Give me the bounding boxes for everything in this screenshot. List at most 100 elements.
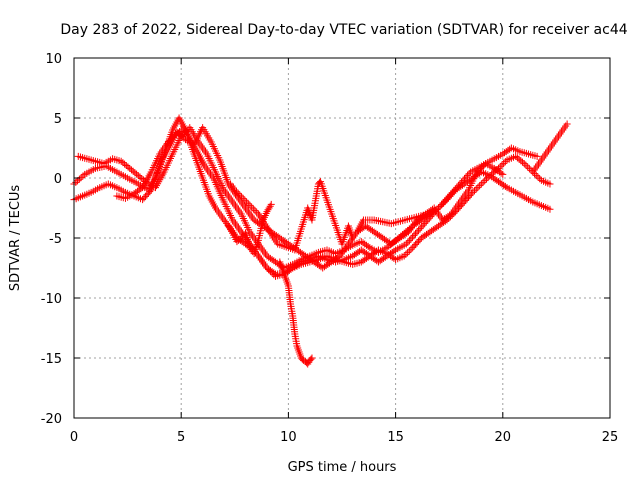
data-point [180, 134, 188, 142]
data-point [146, 188, 154, 196]
data-point [498, 161, 506, 169]
data-point [133, 170, 141, 178]
series-isolated [227, 178, 432, 254]
data-point [413, 239, 421, 247]
data-point [141, 192, 149, 200]
data-point [308, 354, 316, 362]
y-tick-label: -20 [41, 412, 62, 427]
data-point [383, 244, 391, 252]
data-point [410, 231, 418, 239]
data-point [265, 204, 273, 212]
data-point [244, 200, 252, 208]
data-point [546, 205, 554, 213]
data-point [239, 232, 247, 240]
data-point [513, 154, 521, 162]
data-point [134, 172, 142, 180]
data-point [407, 245, 415, 253]
data-point [416, 225, 424, 233]
data-point [181, 129, 189, 137]
data-point [127, 166, 135, 174]
data-point [481, 177, 489, 185]
data-point [405, 237, 413, 245]
data-point [129, 167, 137, 175]
data-point [446, 192, 454, 200]
data-point [438, 201, 446, 209]
x-tick-label: 10 [280, 430, 297, 445]
data-point [446, 211, 454, 219]
data-point [239, 195, 247, 203]
data-point [536, 175, 544, 183]
data-point [143, 191, 151, 199]
x-tick-label: 5 [177, 430, 185, 445]
data-point [517, 157, 525, 165]
data-point [408, 233, 416, 241]
data-point [436, 202, 444, 210]
series-late-track [529, 120, 571, 176]
data-point [249, 205, 257, 213]
y-axis-label: SDTVAR / TECUs [8, 185, 23, 292]
data-point [464, 171, 472, 179]
data-point [170, 132, 178, 140]
data-point [405, 247, 413, 255]
data-point [443, 196, 451, 204]
y-tick-label: 10 [45, 52, 62, 67]
data-point [131, 169, 139, 177]
data-point [307, 355, 315, 363]
data-point [225, 224, 233, 232]
data-point [224, 222, 232, 230]
data-point [121, 160, 129, 168]
y-tick-label: 0 [54, 172, 62, 187]
y-tick-label: -10 [41, 292, 62, 307]
data-point [499, 170, 507, 178]
data-point [419, 221, 427, 229]
data-point [519, 158, 527, 166]
data-point [404, 249, 412, 257]
data-point [173, 128, 181, 136]
data-point [546, 180, 554, 188]
data-point [238, 193, 246, 201]
data-point [119, 159, 127, 167]
data-point [563, 120, 571, 128]
data-point [477, 165, 485, 173]
data-point [263, 264, 271, 272]
data-point [474, 183, 482, 191]
data-point [253, 208, 261, 216]
data-point [402, 250, 410, 258]
data-point [124, 163, 132, 171]
data-point [522, 161, 530, 169]
chart-title: Day 283 of 2022, Sidereal Day-to-day VTE… [60, 22, 627, 38]
data-point [501, 182, 509, 190]
data-point [497, 169, 505, 177]
data-point [169, 133, 177, 141]
data-point [407, 235, 415, 243]
data-point [478, 163, 486, 171]
x-axis-label: GPS time / hours [288, 460, 397, 475]
data-point [512, 152, 520, 160]
data-point [402, 240, 410, 248]
data-point [473, 168, 481, 176]
data-point [533, 152, 541, 160]
data-point [424, 210, 432, 218]
data-point [409, 244, 417, 252]
x-tick-label: 0 [70, 430, 78, 445]
data-point [441, 197, 449, 205]
data-point [418, 223, 426, 231]
data-point [79, 172, 87, 180]
data-point [334, 253, 342, 261]
data-point [144, 189, 152, 197]
data-point [428, 205, 436, 213]
data-point [390, 247, 398, 255]
data-point [138, 174, 146, 182]
data-point [475, 166, 483, 174]
y-tick-label: 5 [54, 112, 62, 127]
data-point [175, 130, 183, 138]
data-point [500, 159, 508, 167]
data-point [232, 188, 240, 196]
data-point [72, 178, 80, 186]
data-point [447, 191, 455, 199]
data-point [304, 360, 312, 368]
data-point [251, 207, 259, 215]
data-point [534, 173, 542, 181]
data-point [270, 271, 278, 279]
data-point [167, 135, 175, 143]
